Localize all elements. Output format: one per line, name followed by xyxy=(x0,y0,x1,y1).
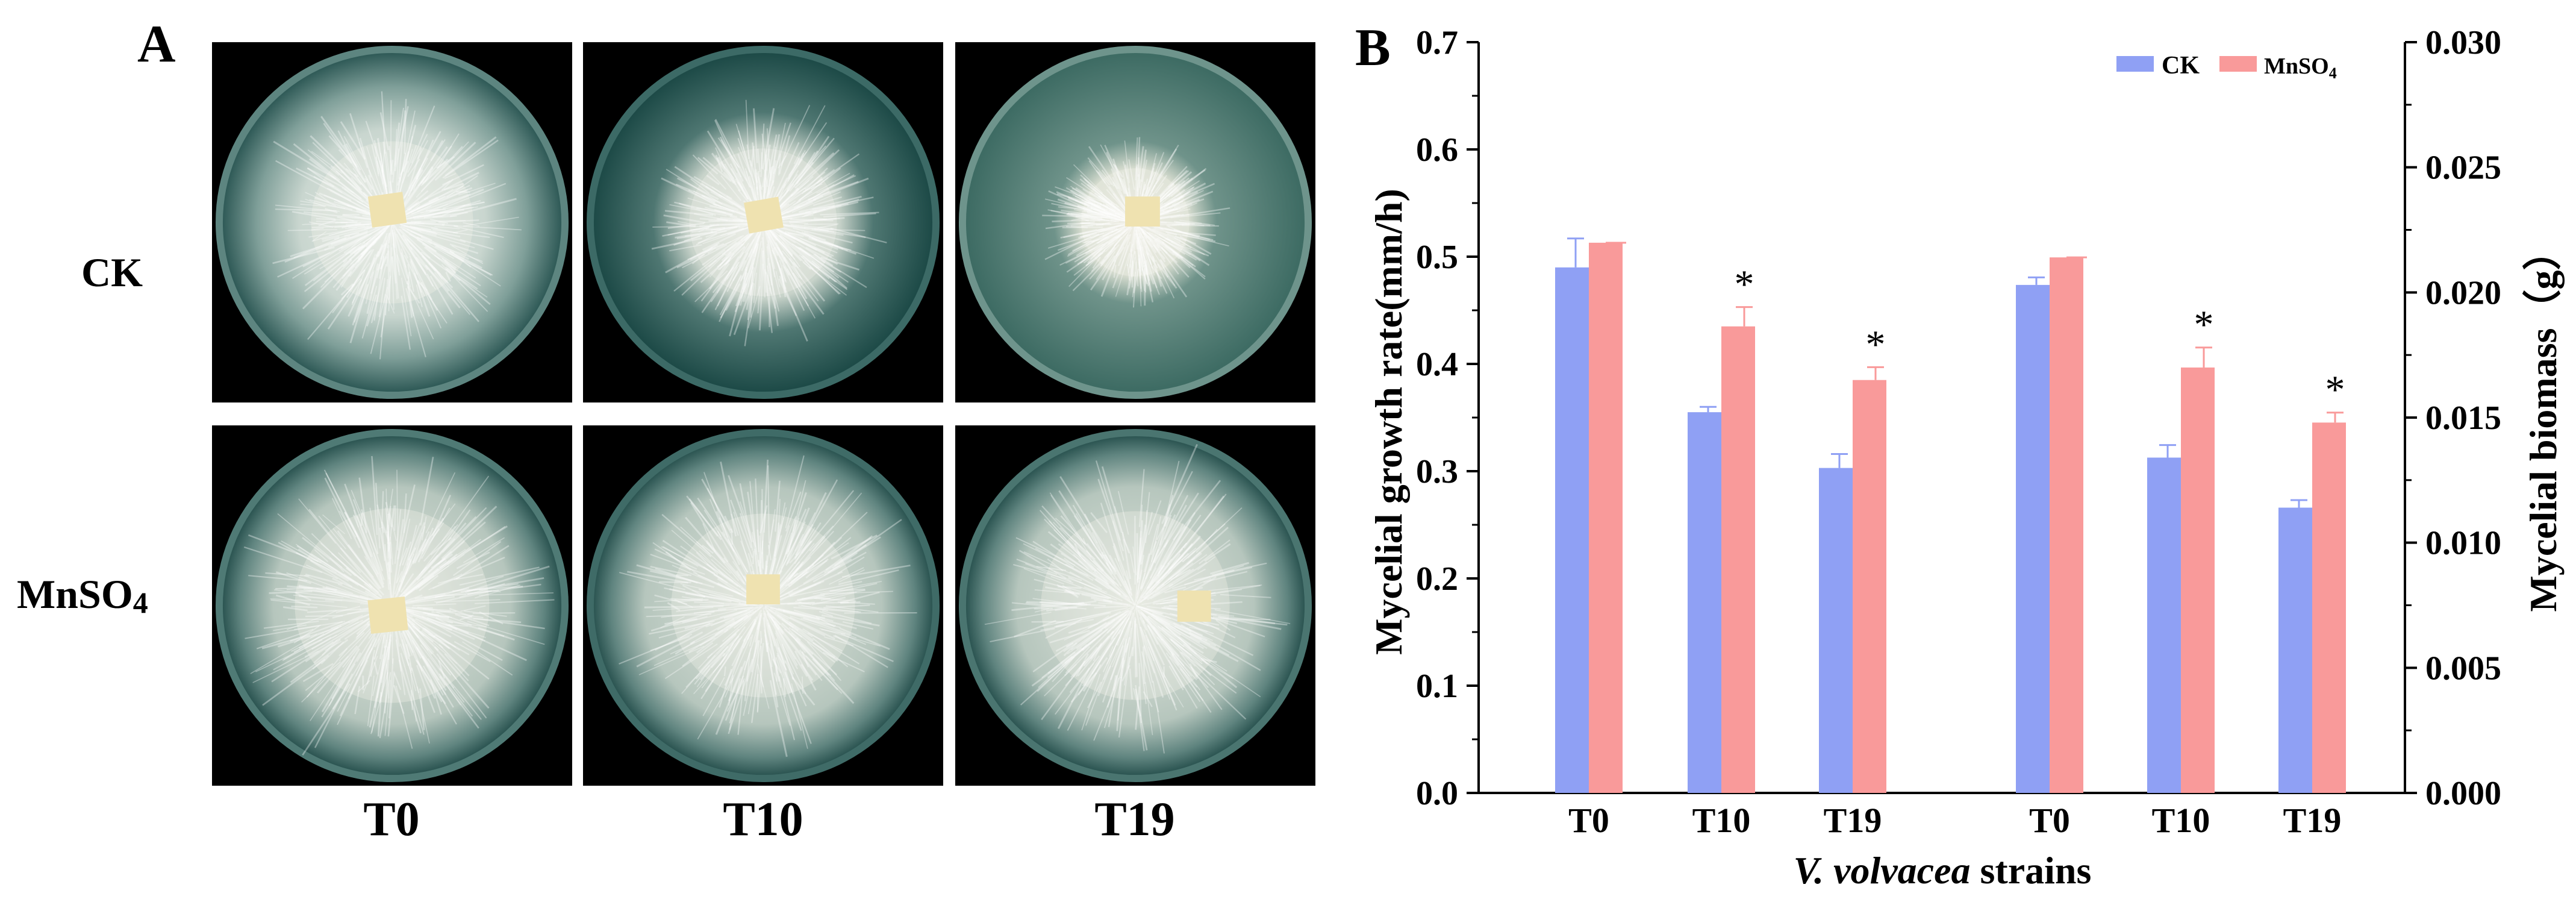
y-tick-label-left: 0.5 xyxy=(1416,239,1458,276)
y-tick-label-left: 0.7 xyxy=(1416,24,1458,61)
plate-photo-ck-t19 xyxy=(955,42,1315,402)
x-tick-label: T10 xyxy=(1692,801,1751,840)
plate-photo-mnso4-t19 xyxy=(955,425,1315,786)
bar-ck xyxy=(1555,267,1589,793)
bar-ck xyxy=(2016,284,2050,794)
legend-label-ck: CK xyxy=(2162,52,2200,80)
x-tick-label: T19 xyxy=(2283,801,2342,840)
plate-photo-ck-t10 xyxy=(583,42,943,402)
significance-star: * xyxy=(2325,368,2345,412)
y-tick-label-left: 0.3 xyxy=(1416,453,1458,490)
col-label-t19: T19 xyxy=(1094,793,1175,846)
bar-mnso4 xyxy=(2050,257,2083,794)
panel-b-letter: B xyxy=(1355,19,1391,77)
plate-photo-ck-t0 xyxy=(212,42,572,402)
legend-label-mnso4-sub: 4 xyxy=(2329,64,2337,82)
y-tick-label-right: 0.025 xyxy=(2425,149,2501,187)
y-tick-label-left: 0.0 xyxy=(1416,775,1458,812)
bar-mnso4 xyxy=(1721,326,1755,793)
y-axis-title-right: Mycelial biomass（g） xyxy=(2522,231,2565,612)
y-tick-label-right: 0.005 xyxy=(2425,650,2501,687)
significance-star: * xyxy=(1866,322,1886,366)
x-axis-title-italic: V. volvacea xyxy=(1794,849,1971,892)
row-label-ck: CK xyxy=(81,249,143,295)
row-label-mnso4-main: MnSO xyxy=(17,571,133,617)
bar-ck xyxy=(1688,412,1721,793)
x-axis-title: V. volvacea strains xyxy=(1794,849,2092,892)
legend-label-mnso4-main: MnSO xyxy=(2264,54,2329,79)
x-tick-label: T0 xyxy=(1568,801,1609,840)
chart-layer: 0.0 0.1 0.2 0.3 0.4 0.5 0.6 0.7 0.000 0.005 0.010 0… xyxy=(1367,24,2565,892)
panel-a-letter: A xyxy=(137,15,176,74)
bar-ck xyxy=(2278,507,2312,793)
row-label-mnso4-sub: 4 xyxy=(133,586,148,619)
bar-mnso4 xyxy=(2312,422,2346,793)
y-axis-title-left: Mycelial growth rate(mm/h) xyxy=(1367,189,1410,655)
x-axis-title-rest: strains xyxy=(1970,849,2091,892)
significance-star: * xyxy=(2194,303,2214,347)
x-tick-label: T10 xyxy=(2152,801,2210,840)
y-tick-label-right: 0.030 xyxy=(2425,24,2501,61)
y-tick-label-right: 0.000 xyxy=(2425,775,2501,812)
legend-swatch-mnso4 xyxy=(2219,56,2257,72)
y-tick-label-left: 0.2 xyxy=(1416,560,1458,598)
significance-star: * xyxy=(1735,263,1754,307)
y-tick-label-right: 0.015 xyxy=(2425,399,2501,437)
col-label-t10: T10 xyxy=(723,793,803,846)
x-tick-label: T0 xyxy=(2029,801,2070,840)
plate-photo-mnso4-t0 xyxy=(212,425,572,786)
y-tick-label-right: 0.020 xyxy=(2425,274,2501,312)
x-tick-label: T19 xyxy=(1824,801,1882,840)
mycelium-texture xyxy=(243,456,555,756)
bar-ck xyxy=(2147,457,2181,793)
y-tick-label-left: 0.4 xyxy=(1416,346,1458,383)
row-label-mnso4: MnSO4 xyxy=(17,574,148,618)
bar-mnso4 xyxy=(1589,242,1623,793)
bar-ck xyxy=(1819,468,1853,793)
plate-photo-mnso4-t10 xyxy=(583,425,943,786)
bar-mnso4 xyxy=(1853,380,1886,793)
y-tick-label-right: 0.010 xyxy=(2425,525,2501,562)
mycelium-texture xyxy=(619,455,917,757)
legend-label-mnso4: MnSO4 xyxy=(2264,54,2337,82)
y-tick-label-left: 0.6 xyxy=(1416,131,1458,169)
legend-swatch-ck xyxy=(2116,56,2154,72)
col-label-t0: T0 xyxy=(363,793,420,846)
bar-mnso4 xyxy=(2181,367,2215,793)
y-tick-label-left: 0.1 xyxy=(1416,668,1458,705)
